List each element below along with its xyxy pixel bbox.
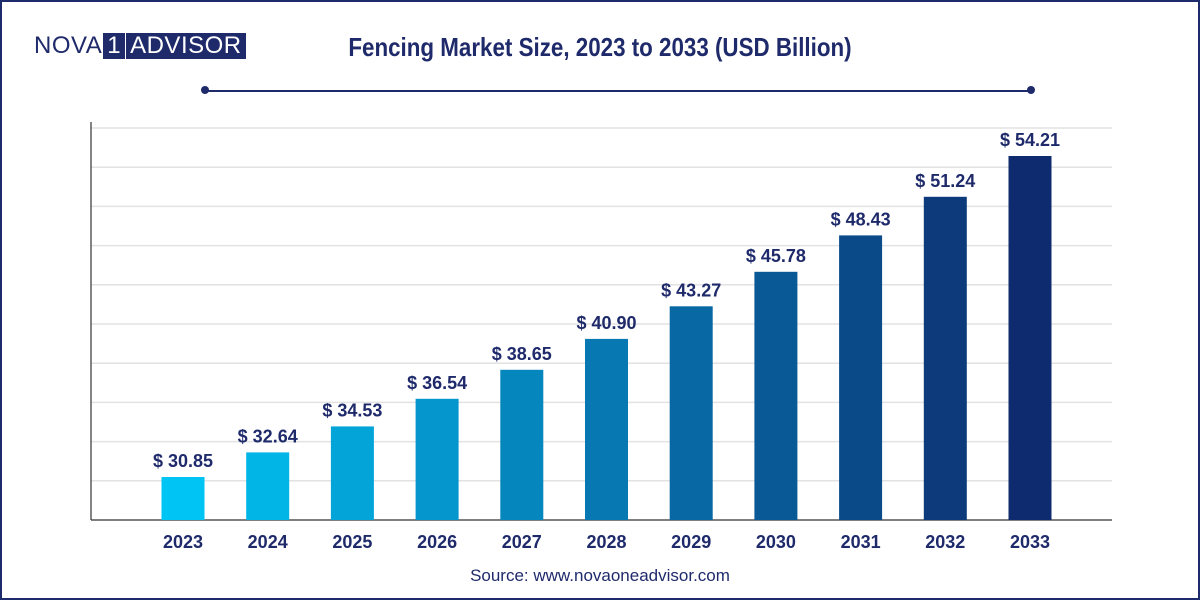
x-tick-label-2023: 2023 — [163, 532, 203, 552]
value-label-2024: $ 32.64 — [238, 426, 298, 446]
bar-2027 — [500, 369, 544, 520]
value-label-2033: $ 54.21 — [1000, 130, 1060, 150]
value-label-2029: $ 43.27 — [661, 280, 721, 300]
x-tick-label-2028: 2028 — [586, 532, 626, 552]
title-underline-right-dot — [1027, 86, 1035, 94]
value-label-2026: $ 36.54 — [407, 373, 467, 393]
value-label-2027: $ 38.65 — [492, 344, 552, 364]
value-label-2030: $ 45.78 — [746, 246, 806, 266]
value-label-2025: $ 34.53 — [322, 400, 382, 420]
logo-number-box: 1 — [103, 33, 126, 59]
bar-2024 — [246, 452, 290, 520]
chart-title: Fencing Market Size, 2023 to 2033 (USD B… — [348, 32, 852, 62]
title-underline — [205, 90, 1031, 92]
bars: $ 30.85 2023 $ 32.64 2024 $ 34.53 2025 $ 36.54… — [153, 130, 1060, 552]
x-tick-label-2032: 2032 — [925, 532, 965, 552]
brand-logo: NOVA 1 ADVISOR — [34, 33, 246, 59]
bar-2029 — [669, 306, 713, 520]
value-label-2032: $ 51.24 — [915, 171, 975, 191]
x-tick-label-2029: 2029 — [671, 532, 711, 552]
x-tick-label-2030: 2030 — [756, 532, 796, 552]
bar-2025 — [330, 426, 374, 520]
bar-2028 — [585, 338, 628, 520]
logo-text-left: NOVA — [34, 32, 103, 59]
bar-2026 — [415, 398, 459, 520]
x-tick-label-2026: 2026 — [417, 532, 457, 552]
value-label-2023: $ 30.85 — [153, 451, 213, 471]
x-tick-label-2031: 2031 — [841, 532, 881, 552]
bar-2031 — [839, 235, 883, 520]
logo-text-right: ADVISOR — [126, 33, 246, 59]
bar-2030 — [754, 271, 798, 520]
title-underline-left-dot — [201, 86, 209, 94]
bar-2023 — [161, 477, 205, 520]
x-tick-label-2024: 2024 — [248, 532, 288, 552]
source-note: Source: www.novaoneadvisor.com — [470, 566, 730, 585]
bar-2032 — [923, 196, 967, 521]
bar-2033 — [1008, 156, 1052, 520]
x-tick-label-2027: 2027 — [502, 532, 542, 552]
value-label-2031: $ 48.43 — [831, 209, 891, 229]
x-tick-label-2025: 2025 — [332, 532, 372, 552]
x-tick-label-2033: 2033 — [1010, 532, 1050, 552]
value-label-2028: $ 40.90 — [576, 313, 636, 333]
